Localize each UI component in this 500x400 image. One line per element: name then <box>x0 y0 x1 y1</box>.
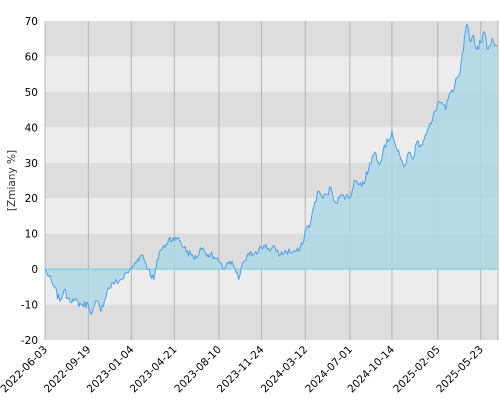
y-tick-label: 10 <box>25 229 38 241</box>
series-line <box>44 24 498 315</box>
grid-band <box>45 56 498 92</box>
y-tick-label: -10 <box>21 300 38 312</box>
series-area <box>45 24 498 315</box>
grid-band <box>45 91 498 128</box>
y-tick-label: 50 <box>25 87 38 99</box>
y-tick-label: 70 <box>25 16 38 28</box>
y-tick-label: 20 <box>25 193 38 205</box>
y-tick-label: 30 <box>25 158 38 170</box>
y-tick-label: 40 <box>25 122 38 134</box>
x-tick-label: 2024-03-12 <box>259 344 311 396</box>
grid-band <box>45 21 498 57</box>
y-tick-label: 60 <box>25 51 38 63</box>
y-tick-label: -20 <box>21 335 38 347</box>
grid-band <box>45 304 498 340</box>
y-tick-label: 0 <box>31 264 38 276</box>
y-axis-ticks: -20 -10 0 10 20 30 40 50 60 70 <box>21 16 38 347</box>
y-axis-label: [Zmiany %] <box>6 150 18 211</box>
x-axis-ticks: 2022-06-032022-09-192023-01-042023-04-21… <box>0 343 486 395</box>
